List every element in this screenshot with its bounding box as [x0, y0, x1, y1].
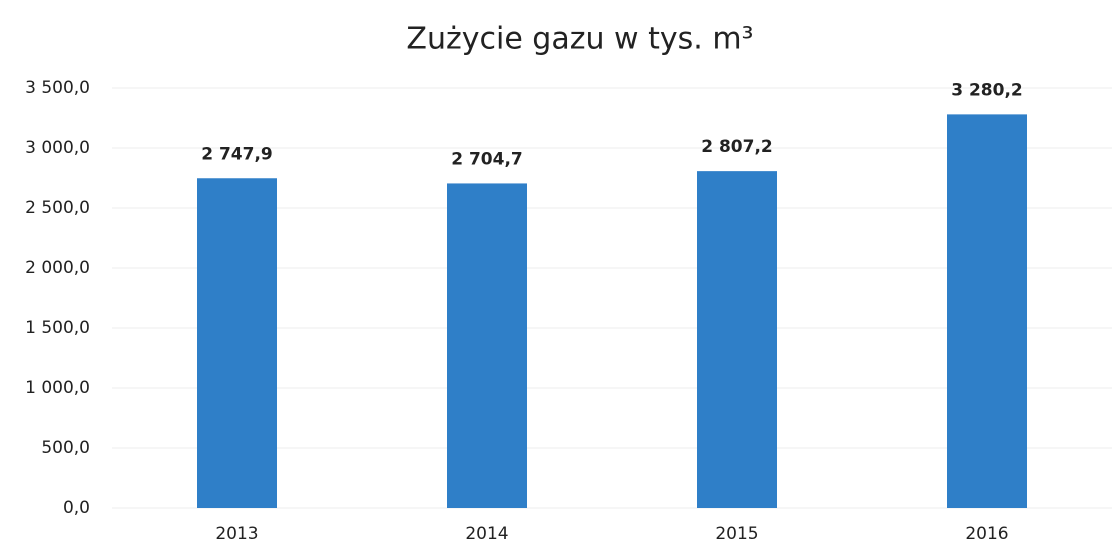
- bar: [197, 178, 277, 508]
- x-tick-label: 2016: [965, 524, 1008, 544]
- y-tick-label: 500,0: [41, 438, 90, 458]
- bar: [447, 183, 527, 508]
- x-tick-label: 2015: [715, 524, 758, 544]
- x-tick-label: 2013: [215, 524, 258, 544]
- bar: [697, 171, 777, 509]
- y-tick-label: 1 500,0: [25, 318, 90, 338]
- chart-title: Zużycie gazu w tys. m³: [406, 22, 753, 57]
- x-tick-label: 2014: [465, 524, 508, 544]
- y-tick-label: 3 500,0: [25, 78, 90, 98]
- value-label: 2 704,7: [451, 149, 523, 169]
- y-tick-label: 3 000,0: [25, 138, 90, 158]
- y-tick-label: 2 000,0: [25, 258, 90, 278]
- value-label: 2 747,9: [201, 144, 273, 164]
- value-label: 3 280,2: [951, 80, 1023, 100]
- y-tick-label: 0,0: [63, 498, 90, 518]
- bar: [947, 114, 1027, 508]
- y-tick-label: 1 000,0: [25, 378, 90, 398]
- value-label: 2 807,2: [701, 137, 773, 157]
- y-tick-label: 2 500,0: [25, 198, 90, 218]
